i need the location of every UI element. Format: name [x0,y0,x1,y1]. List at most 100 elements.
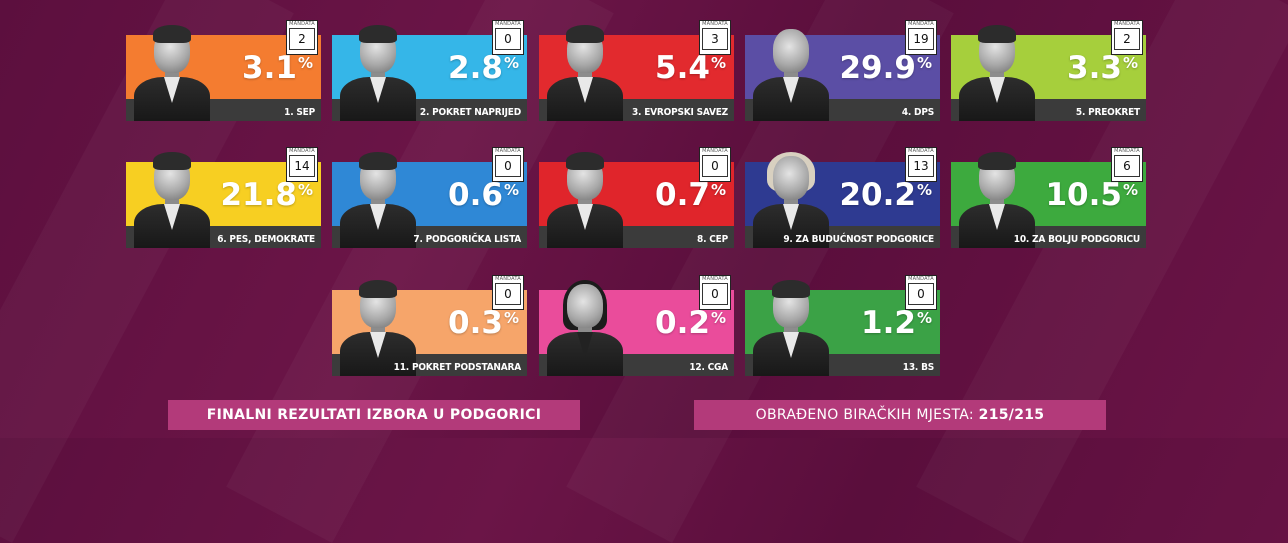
mandates-count: 14 [289,155,315,177]
percentage-value: 5.4 [655,50,710,86]
candidate-photo [134,144,210,248]
mandates-box: MANDATA 14 [286,147,318,182]
party-percentage: 20.2% [839,180,932,211]
mandates-count: 6 [1114,155,1140,177]
party-name: 1. SEP [284,107,315,118]
percent-sign: % [710,54,726,72]
mandates-count: 19 [908,28,934,50]
percent-sign: % [710,181,726,199]
party-name: 2. POKRET NAPRIJED [419,107,521,118]
party-name: 3. EVROPSKI SAVEZ [631,107,728,118]
party-name: 12. CGA [689,362,728,373]
party-percentage: 1.2% [861,308,932,339]
candidate-photo [753,272,829,376]
mandates-box: MANDATA 0 [492,20,524,55]
party-card: 0.6% 7. PODGORIČKA LISTA MANDATA 0 [332,147,527,248]
percent-sign: % [1122,54,1138,72]
mandates-count: 2 [1114,28,1140,50]
mandates-box: MANDATA 0 [492,147,524,182]
party-percentage: 0.3% [448,308,519,339]
percentage-value: 10.5 [1045,177,1122,213]
party-name: 10. ZA BOLJU PODGORICU [1013,234,1140,245]
footer-title: FINALNI REZULTATI IZBORA U PODGORICI [168,400,580,430]
mandates-count: 13 [908,155,934,177]
party-name: 11. POKRET PODSTANARA [393,362,522,373]
percentage-value: 20.2 [839,177,916,213]
candidate-photo [547,272,623,376]
percentage-value: 2.8 [448,50,503,86]
candidate-photo [547,144,623,248]
mandates-box: MANDATA 0 [699,147,731,182]
mandates-count: 0 [908,283,934,305]
party-card: 29.9% 4. DPS MANDATA 19 [745,20,940,121]
percentage-value: 0.2 [655,305,710,341]
mandates-box: MANDATA 6 [1111,147,1143,182]
footer-polling-stations: OBRAĐENO BIRAČKIH MJESTA: 215/215 [694,400,1106,430]
party-percentage: 5.4% [655,53,726,84]
party-percentage: 0.2% [655,308,726,339]
mandates-count: 0 [495,155,521,177]
mandates-box: MANDATA 0 [905,275,937,310]
candidate-photo [959,17,1035,121]
party-percentage: 10.5% [1045,180,1138,211]
mandates-label: MANDATA [495,21,521,27]
mandates-box: MANDATA 3 [699,20,731,55]
percentage-value: 29.9 [839,50,916,86]
mandates-label: MANDATA [702,148,728,154]
candidate-photo [340,144,416,248]
mandates-count: 0 [495,283,521,305]
mandates-label: MANDATA [702,276,728,282]
mandates-box: MANDATA 2 [286,20,318,55]
party-card: 21.8% 6. PES, DEMOKRATE MANDATA 14 [126,147,321,248]
percent-sign: % [916,309,932,327]
mandates-box: MANDATA 19 [905,20,937,55]
party-name: 5. PREOKRET [1075,107,1140,118]
party-percentage: 0.7% [655,180,726,211]
party-card: 20.2% 9. ZA BUDUĆNOST PODGORICE MANDATA 13 [745,147,940,248]
mandates-count: 3 [702,28,728,50]
mandates-label: MANDATA [702,21,728,27]
percent-sign: % [297,54,313,72]
mandates-label: MANDATA [495,148,521,154]
mandates-count: 0 [702,155,728,177]
mandates-label: MANDATA [908,148,934,154]
mandates-label: MANDATA [908,21,934,27]
mandates-box: MANDATA 2 [1111,20,1143,55]
party-percentage: 29.9% [839,53,932,84]
party-percentage: 0.6% [448,180,519,211]
mandates-label: MANDATA [495,276,521,282]
party-card: 3.3% 5. PREOKRET MANDATA 2 [951,20,1146,121]
party-card: 2.8% 2. POKRET NAPRIJED MANDATA 0 [332,20,527,121]
percent-sign: % [916,54,932,72]
percent-sign: % [710,309,726,327]
footer-polling-label: OBRAĐENO BIRAČKIH MJESTA: [755,407,974,423]
percent-sign: % [916,181,932,199]
percent-sign: % [503,309,519,327]
percentage-value: 1.2 [861,305,916,341]
candidate-photo [753,144,829,248]
party-card: 10.5% 10. ZA BOLJU PODGORICU MANDATA 6 [951,147,1146,248]
percentage-value: 3.1 [242,50,297,86]
mandates-label: MANDATA [1114,21,1140,27]
party-percentage: 21.8% [220,180,313,211]
party-name: 13. BS [902,362,934,373]
mandates-count: 0 [702,283,728,305]
party-card: 0.2% 12. CGA MANDATA 0 [539,275,734,376]
percent-sign: % [503,181,519,199]
mandates-box: MANDATA 0 [699,275,731,310]
mandates-label: MANDATA [289,21,315,27]
party-percentage: 3.1% [242,53,313,84]
party-percentage: 2.8% [448,53,519,84]
percentage-value: 0.6 [448,177,503,213]
percent-sign: % [297,181,313,199]
party-name: 9. ZA BUDUĆNOST PODGORICE [783,234,934,245]
party-percentage: 3.3% [1067,53,1138,84]
candidate-photo [753,17,829,121]
percentage-value: 21.8 [220,177,297,213]
party-card: 1.2% 13. BS MANDATA 0 [745,275,940,376]
percent-sign: % [503,54,519,72]
percentage-value: 0.3 [448,305,503,341]
candidate-photo [340,272,416,376]
mandates-label: MANDATA [908,276,934,282]
mandates-box: MANDATA 13 [905,147,937,182]
